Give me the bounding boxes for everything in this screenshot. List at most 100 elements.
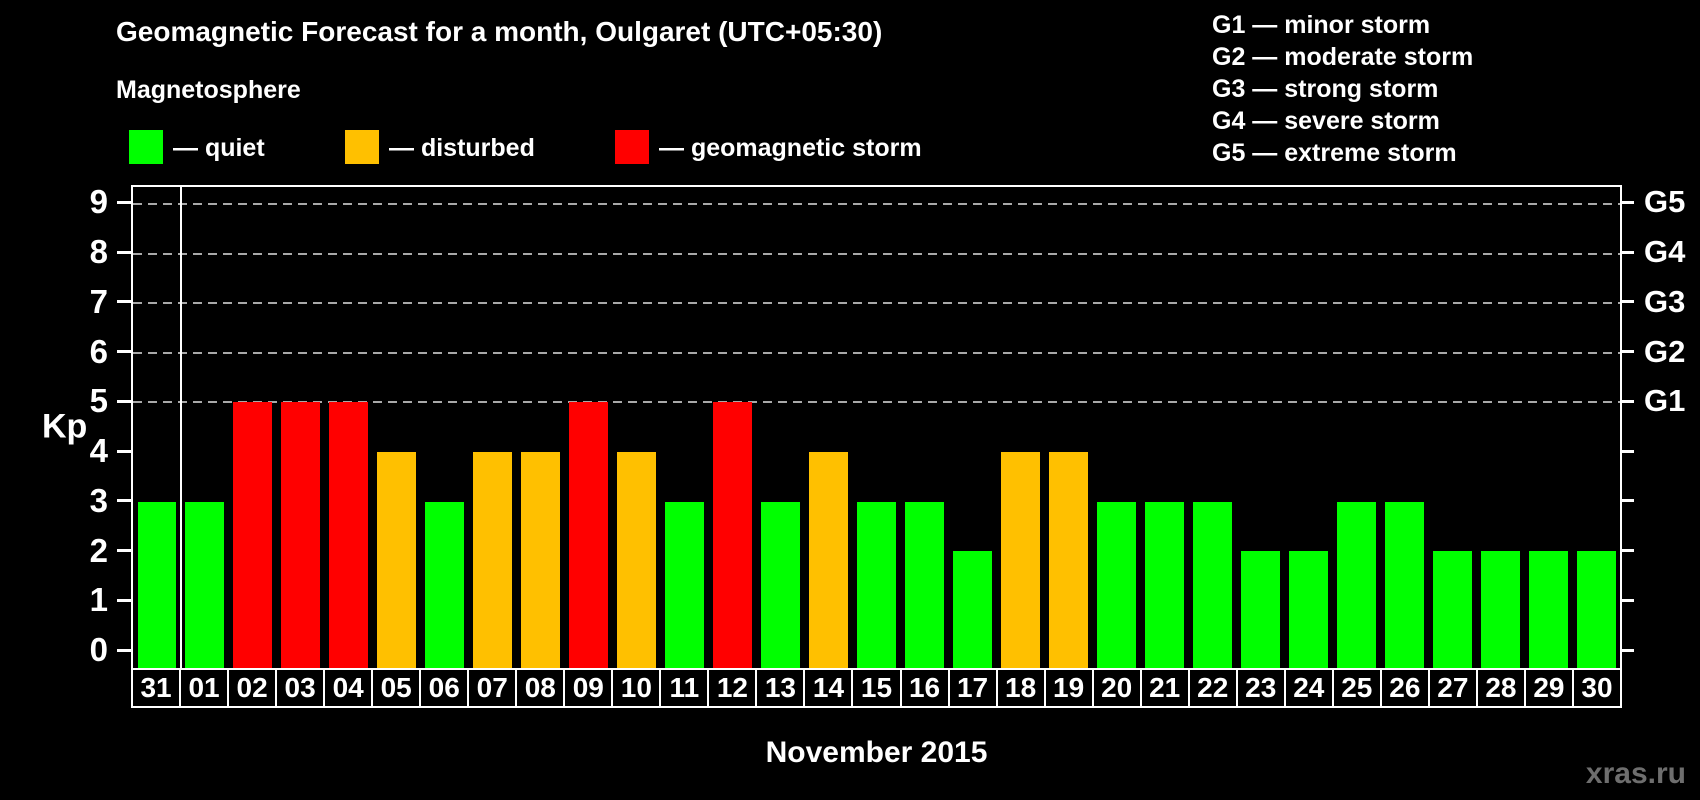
- day-label-19: 19: [1043, 668, 1094, 708]
- storm-scale-legend: G1 — minor storm G2 — moderate storm G3 — …: [1212, 9, 1473, 169]
- kp-tick-label-5: 5: [89, 382, 108, 420]
- day-label-11: 11: [659, 668, 710, 708]
- bar-day-09: [569, 402, 609, 668]
- gridline-kp6: [133, 351, 1620, 354]
- storm-scale-item-g3: G3 — strong storm: [1212, 75, 1439, 103]
- kp-tick-label-3: 3: [89, 481, 108, 519]
- bar-day-14: [809, 452, 849, 668]
- bar-day-30: [1576, 551, 1616, 668]
- bar-cell-20: [1092, 187, 1140, 668]
- day-label-31: 31: [131, 668, 182, 708]
- storm-scale-item-g1: G1 — minor storm: [1212, 11, 1431, 39]
- legend-swatch-disturbed: [345, 130, 379, 164]
- bar-cell-10: [613, 187, 661, 668]
- bar-day-20: [1096, 501, 1136, 668]
- bar-cell-06: [421, 187, 469, 668]
- bar-cell-31: [133, 187, 181, 668]
- g-axis-tick-2: [1620, 549, 1634, 553]
- bar-cell-13: [757, 187, 805, 668]
- kp-tick-7: [117, 300, 131, 304]
- g-axis-tick-7: [1620, 300, 1634, 304]
- day-label-22: 22: [1187, 668, 1238, 708]
- bar-cell-05: [373, 187, 421, 668]
- bar-day-02: [233, 402, 273, 668]
- day-label-09: 09: [563, 668, 614, 708]
- bar-cell-04: [325, 187, 373, 668]
- bar-cell-30: [1572, 187, 1620, 668]
- bars-layer: [133, 187, 1620, 668]
- watermark: xras.ru: [1585, 757, 1686, 790]
- bar-cell-24: [1284, 187, 1332, 668]
- g-axis-tick-8: [1620, 250, 1634, 254]
- kp-tick-1: [117, 598, 131, 602]
- kp-tick-4: [117, 449, 131, 453]
- bar-day-15: [857, 501, 896, 668]
- bar-cell-21: [1140, 187, 1188, 668]
- day-label-29: 29: [1523, 668, 1574, 708]
- g-axis-label-G2: G2: [1644, 333, 1686, 369]
- bar-cell-16: [901, 187, 949, 668]
- day-label-23: 23: [1235, 668, 1286, 708]
- storm-scale-item-g5: G5 — extreme storm: [1212, 139, 1457, 167]
- x-axis-day-labels: 31 01 02 03 04 05 06 07 08 09 10 11 12 13 14 15 16 17 18 19…: [131, 668, 1622, 708]
- gridline-kp5: [133, 401, 1620, 404]
- kp-tick-6: [117, 350, 131, 354]
- bar-day-28: [1480, 551, 1520, 668]
- day-label-15: 15: [851, 668, 902, 708]
- bar-cell-25: [1332, 187, 1380, 668]
- g-axis-tick-5: [1620, 399, 1634, 403]
- day-label-07: 07: [467, 668, 518, 708]
- legend-swatch-storm: [615, 130, 649, 164]
- day-label-21: 21: [1139, 668, 1190, 708]
- bar-day-01: [185, 501, 225, 668]
- day-label-28: 28: [1475, 668, 1526, 708]
- bar-day-18: [1000, 452, 1040, 668]
- bar-cell-28: [1476, 187, 1524, 668]
- bar-cell-01: [181, 187, 229, 668]
- storm-scale-item-g2: G2 — moderate storm: [1212, 43, 1474, 71]
- legend-label-quiet: — quiet: [173, 134, 265, 162]
- bar-cell-12: [709, 187, 757, 668]
- month-separator-line: [179, 187, 182, 668]
- day-label-12: 12: [707, 668, 758, 708]
- day-label-20: 20: [1091, 668, 1142, 708]
- month-label: November 2015: [765, 736, 988, 769]
- day-label-03: 03: [275, 668, 326, 708]
- day-label-10: 10: [611, 668, 662, 708]
- legend-swatch-quiet: [129, 130, 163, 164]
- bar-day-23: [1240, 551, 1280, 668]
- bar-day-21: [1144, 501, 1184, 668]
- plot-area: [131, 185, 1622, 668]
- g-axis-tick-3: [1620, 499, 1634, 503]
- bar-day-13: [761, 501, 801, 668]
- legend-label-storm: — geomagnetic storm: [659, 134, 922, 162]
- bar-cell-02: [229, 187, 277, 668]
- bar-cell-17: [948, 187, 996, 668]
- g-axis-label-G5: G5: [1644, 184, 1686, 220]
- legend-label-disturbed: — disturbed: [389, 134, 535, 162]
- bar-cell-27: [1428, 187, 1476, 668]
- day-label-17: 17: [947, 668, 998, 708]
- kp-tick-label-4: 4: [89, 432, 108, 470]
- storm-scale-item-g4: G4 — severe storm: [1212, 107, 1440, 135]
- bar-day-12: [713, 402, 753, 668]
- bar-cell-11: [661, 187, 709, 668]
- bar-cell-03: [277, 187, 325, 668]
- bar-day-25: [1336, 501, 1376, 668]
- bar-cell-07: [469, 187, 517, 668]
- bar-day-31: [137, 501, 177, 668]
- bar-cell-09: [565, 187, 613, 668]
- bar-day-04: [329, 402, 369, 668]
- day-label-02: 02: [227, 668, 278, 708]
- day-label-05: 05: [371, 668, 422, 708]
- kp-tick-label-6: 6: [89, 332, 108, 370]
- day-label-06: 06: [419, 668, 470, 708]
- g-axis-tick-4: [1620, 449, 1634, 453]
- g-axis-tick-9: [1620, 200, 1634, 204]
- g-axis-label-G1: G1: [1644, 383, 1686, 419]
- bar-day-06: [425, 501, 465, 668]
- kp-tick-label-8: 8: [89, 233, 108, 271]
- kp-tick-3: [117, 499, 131, 503]
- kp-tick-label-1: 1: [89, 581, 108, 619]
